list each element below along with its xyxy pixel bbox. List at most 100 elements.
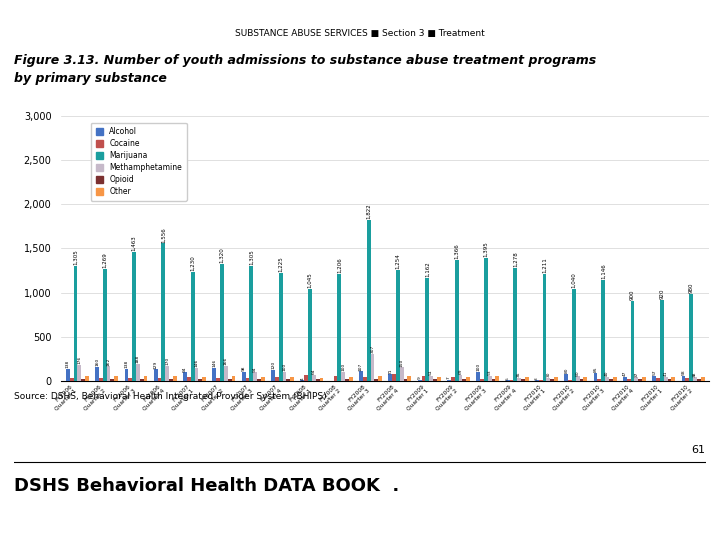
Text: 1,822: 1,822 [366, 204, 371, 219]
Text: 80: 80 [564, 367, 568, 373]
Bar [308, 288, 312, 381]
Bar [396, 270, 400, 381]
Text: 85: 85 [593, 367, 598, 373]
Bar [550, 379, 554, 381]
Text: 146: 146 [194, 359, 199, 367]
Text: 1,463: 1,463 [132, 235, 137, 251]
Bar [517, 377, 521, 381]
Text: 176: 176 [77, 356, 81, 365]
Bar [388, 374, 392, 381]
Bar [466, 377, 470, 381]
Text: 94: 94 [253, 366, 257, 372]
Bar [546, 378, 550, 381]
Bar [103, 269, 107, 381]
Text: 160: 160 [95, 357, 99, 366]
Text: 100: 100 [282, 363, 287, 371]
Text: 150: 150 [400, 359, 404, 367]
Text: 3: 3 [535, 377, 539, 380]
Text: 58: 58 [682, 369, 685, 375]
Text: 47: 47 [623, 370, 627, 376]
Bar [583, 377, 588, 381]
Bar [282, 372, 287, 381]
Bar [660, 300, 664, 381]
Bar [320, 377, 323, 381]
Bar [689, 294, 693, 381]
Text: 166: 166 [224, 357, 228, 366]
Bar [143, 376, 148, 381]
Bar [510, 380, 513, 381]
Bar [572, 289, 576, 381]
Bar [642, 377, 646, 381]
Bar [627, 379, 631, 381]
Text: 64: 64 [312, 369, 316, 374]
Bar [652, 376, 656, 381]
Bar [128, 378, 132, 381]
Text: 1,162: 1,162 [425, 261, 430, 278]
Bar [477, 372, 480, 381]
Bar [451, 377, 455, 381]
Bar [99, 378, 103, 381]
Bar [154, 369, 158, 381]
Text: 1,230: 1,230 [190, 255, 195, 271]
Text: 307: 307 [371, 345, 374, 353]
Bar [374, 379, 378, 381]
Bar [495, 376, 499, 381]
Bar [73, 266, 77, 381]
Text: 1,366: 1,366 [454, 244, 459, 259]
Bar [202, 377, 206, 381]
Bar [363, 376, 366, 381]
Text: 1,045: 1,045 [307, 272, 312, 288]
Bar [66, 368, 70, 381]
Bar [701, 377, 704, 381]
Bar [685, 379, 689, 381]
Text: 61: 61 [692, 445, 706, 455]
Text: 37: 37 [634, 371, 639, 377]
Bar [667, 379, 671, 381]
Bar [338, 274, 341, 381]
Bar [638, 379, 642, 381]
Text: 7: 7 [447, 376, 451, 380]
Bar [158, 379, 161, 381]
Text: 9: 9 [418, 376, 422, 379]
Bar [173, 376, 176, 381]
Bar [271, 370, 275, 381]
Bar [253, 373, 257, 381]
Bar [161, 244, 166, 381]
Bar [257, 379, 261, 381]
Text: 138: 138 [125, 360, 128, 368]
Bar [224, 366, 228, 381]
Text: 1,395: 1,395 [483, 241, 488, 257]
Bar [609, 379, 613, 381]
Bar [199, 379, 202, 381]
Text: 40: 40 [605, 371, 609, 376]
Text: 1,556: 1,556 [161, 227, 166, 242]
Bar [194, 368, 199, 381]
Bar [564, 374, 568, 381]
Bar [656, 379, 660, 381]
Text: 120: 120 [271, 361, 275, 369]
Bar [613, 377, 616, 381]
Bar [275, 377, 279, 381]
Text: 1,206: 1,206 [337, 258, 342, 273]
Bar [220, 264, 224, 381]
Bar [110, 379, 114, 381]
Bar [433, 379, 437, 381]
Bar [246, 378, 249, 381]
Text: 4: 4 [300, 377, 305, 380]
Text: 1,278: 1,278 [513, 251, 518, 267]
Bar [261, 377, 265, 381]
Bar [216, 377, 220, 381]
Text: 50: 50 [576, 370, 580, 376]
Text: 41: 41 [664, 371, 667, 376]
Text: 100: 100 [477, 363, 480, 371]
Text: 1,146: 1,146 [600, 263, 606, 279]
Bar [81, 379, 85, 381]
Text: 38: 38 [693, 371, 697, 376]
Bar [601, 280, 605, 381]
Bar [418, 380, 421, 381]
Bar [212, 368, 216, 381]
Text: 100: 100 [341, 363, 345, 371]
Bar [359, 372, 363, 381]
Text: 1,040: 1,040 [572, 272, 577, 288]
Bar [697, 379, 701, 381]
